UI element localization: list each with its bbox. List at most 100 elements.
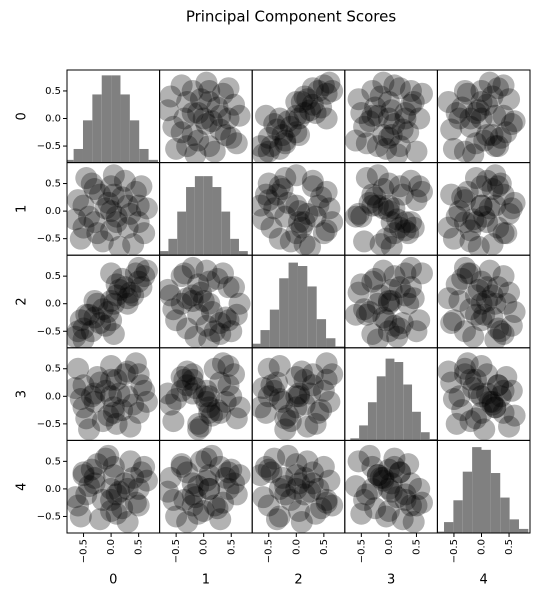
point (209, 371, 232, 394)
point (301, 175, 324, 198)
hist-bar (288, 262, 298, 348)
panel (437, 164, 526, 256)
point (97, 444, 120, 467)
point (80, 458, 103, 481)
point (135, 469, 158, 492)
point (377, 194, 400, 217)
point (440, 118, 463, 141)
point (288, 107, 311, 130)
point (372, 124, 395, 147)
point (470, 194, 493, 217)
point (198, 477, 221, 500)
point (484, 328, 507, 348)
point (127, 270, 150, 293)
point (181, 79, 204, 102)
point (462, 208, 485, 231)
point (206, 267, 229, 290)
point (105, 502, 128, 525)
point (445, 273, 468, 296)
point (402, 287, 425, 310)
point (263, 379, 286, 402)
point (492, 323, 515, 346)
point (252, 194, 272, 217)
point (312, 455, 335, 478)
point (498, 88, 521, 111)
point (228, 396, 251, 419)
point (124, 180, 147, 203)
point (350, 205, 373, 228)
point (203, 494, 226, 517)
point (399, 169, 422, 192)
point (86, 453, 109, 476)
point (307, 79, 330, 102)
point (176, 461, 199, 484)
point (361, 477, 384, 500)
point (451, 186, 474, 209)
point (189, 281, 212, 304)
point (394, 211, 417, 234)
point (184, 325, 207, 348)
point (119, 281, 142, 304)
point (487, 135, 510, 158)
point (391, 183, 414, 206)
point (445, 412, 468, 435)
y-tick-label: 0.0 (45, 391, 61, 402)
point (274, 205, 297, 228)
point (105, 273, 128, 296)
point (372, 71, 395, 94)
point (489, 172, 512, 195)
point (200, 110, 223, 133)
point (102, 183, 125, 206)
point (176, 510, 199, 533)
point (372, 306, 395, 329)
panel (67, 352, 158, 441)
point (476, 363, 499, 386)
point (377, 292, 400, 315)
point (108, 235, 131, 256)
point (366, 328, 389, 348)
point (100, 309, 123, 332)
point (304, 101, 327, 124)
point (111, 497, 134, 520)
point (254, 104, 277, 127)
point (184, 377, 207, 400)
point (116, 360, 139, 383)
point (78, 418, 101, 441)
point (67, 208, 87, 231)
point (459, 262, 482, 285)
point (388, 461, 411, 484)
point (214, 306, 237, 329)
hist-bar (518, 528, 529, 533)
point (181, 363, 204, 386)
point (299, 235, 322, 256)
x-axis-label: 4 (480, 573, 488, 588)
y-tick-label: −0.5 (37, 511, 61, 522)
point (312, 379, 335, 402)
hist-bar (385, 358, 395, 441)
point (372, 197, 395, 220)
point (358, 300, 381, 323)
x-tick-label: 0.0 (291, 539, 302, 555)
point (100, 200, 123, 223)
point (383, 314, 406, 337)
point (75, 167, 98, 190)
x-axis-label: 1 (202, 573, 210, 588)
point (279, 230, 302, 253)
point (127, 256, 150, 279)
point (102, 401, 125, 424)
point (369, 466, 392, 489)
hist-bar (252, 343, 261, 348)
point (67, 494, 90, 517)
point (257, 140, 280, 163)
point (369, 85, 392, 108)
panel (67, 75, 158, 163)
point (293, 85, 316, 108)
point (100, 354, 123, 377)
point (279, 488, 302, 511)
point (315, 180, 338, 203)
point (478, 390, 501, 413)
point (321, 211, 344, 234)
point (470, 385, 493, 408)
point (91, 298, 114, 321)
point (105, 483, 128, 506)
